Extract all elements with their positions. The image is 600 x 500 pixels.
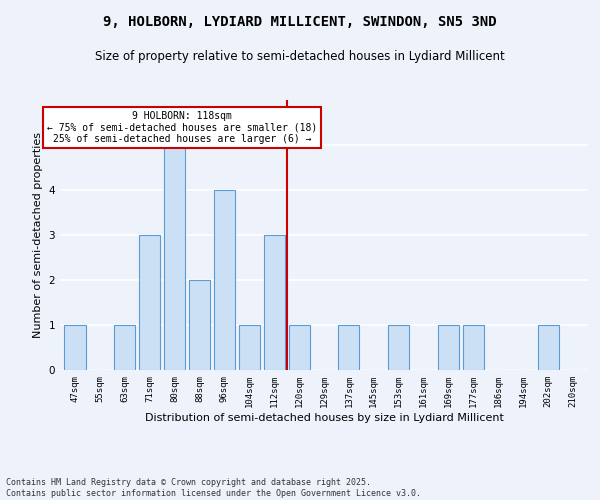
Text: 9 HOLBORN: 118sqm
← 75% of semi-detached houses are smaller (18)
25% of semi-det: 9 HOLBORN: 118sqm ← 75% of semi-detached… (47, 112, 317, 144)
Y-axis label: Number of semi-detached properties: Number of semi-detached properties (33, 132, 43, 338)
Text: Size of property relative to semi-detached houses in Lydiard Millicent: Size of property relative to semi-detach… (95, 50, 505, 63)
Text: 9, HOLBORN, LYDIARD MILLICENT, SWINDON, SN5 3ND: 9, HOLBORN, LYDIARD MILLICENT, SWINDON, … (103, 15, 497, 29)
Bar (239, 325, 260, 370)
X-axis label: Distribution of semi-detached houses by size in Lydiard Millicent: Distribution of semi-detached houses by … (145, 412, 503, 422)
Bar (463, 325, 484, 370)
Bar (114, 325, 136, 370)
Bar (263, 235, 285, 370)
Bar (64, 325, 86, 370)
Bar (438, 325, 459, 370)
Bar (214, 190, 235, 370)
Bar (189, 280, 210, 370)
Text: Contains HM Land Registry data © Crown copyright and database right 2025.
Contai: Contains HM Land Registry data © Crown c… (6, 478, 421, 498)
Bar (139, 235, 160, 370)
Bar (338, 325, 359, 370)
Bar (289, 325, 310, 370)
Bar (164, 145, 185, 370)
Bar (388, 325, 409, 370)
Bar (538, 325, 559, 370)
